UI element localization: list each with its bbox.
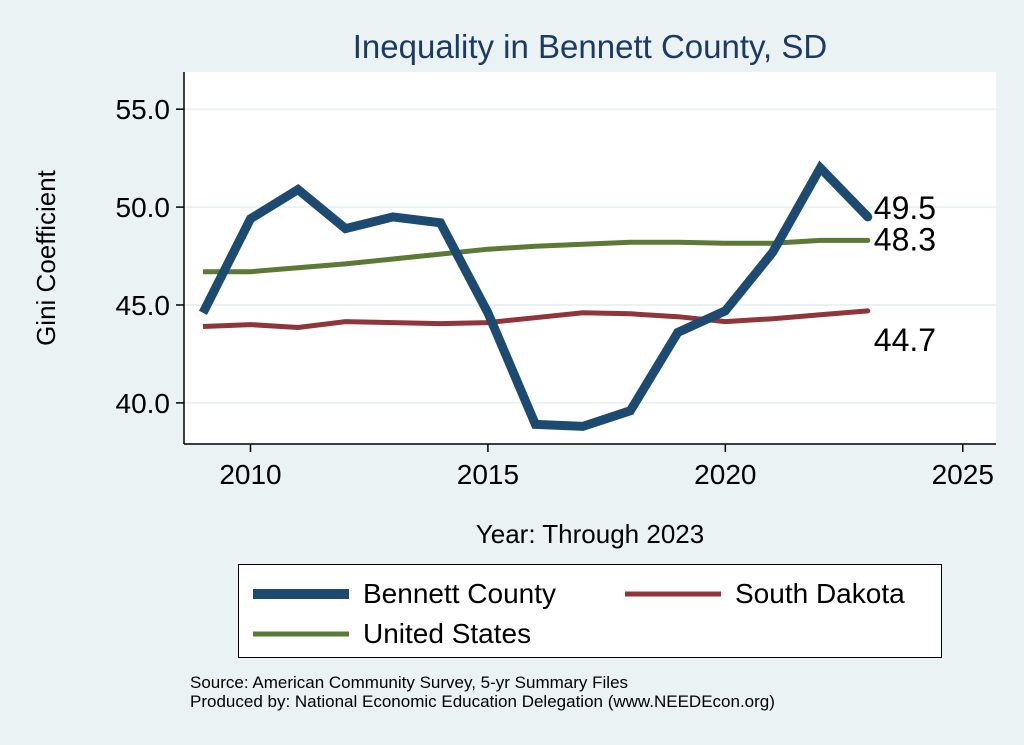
legend-swatch-bennett-county [253,589,349,599]
end-label-united-states: 48.3 [874,221,936,257]
axes: 40.0 45.0 50.0 55.0 2010 2015 2020 2025 [116,72,996,490]
x-tick-label: 2020 [694,459,756,490]
end-labels: 48.3 44.7 49.5 [874,190,936,358]
y-tick-label: 40.0 [116,388,171,419]
y-tick-label: 50.0 [116,192,171,223]
end-label-south-dakota: 44.7 [874,322,936,358]
legend-swatch-south-dakota [625,591,721,597]
series-line-united-states [203,237,868,275]
x-axis-label: Year: Through 2023 [476,519,704,549]
end-label-bennett-county: 49.5 [874,190,936,226]
y-tick-label: 55.0 [116,94,171,125]
y-axis-label: Gini Coefficient [31,169,61,346]
legend-label-south-dakota: South Dakota [735,578,905,609]
legend-item-south-dakota: South Dakota [625,577,935,611]
legend-item-united-states: United States [253,617,593,651]
x-tick-label: 2010 [219,459,281,490]
plot-background [184,72,996,444]
legend-label-united-states: United States [363,618,532,649]
series-endpoint-south-dakota [865,308,871,314]
source-notes: Source: American Community Survey, 5-yr … [190,673,775,711]
series-endpoint-united-states [865,237,871,243]
series-endpoint-bennett-county [863,212,873,222]
legend-label-bennett-county: Bennett County [363,578,557,609]
legend: Bennett County South Dakota United State… [238,564,942,658]
produced-by-text: Produced by: National Economic Education… [190,692,775,711]
y-tick-label: 45.0 [116,290,171,321]
chart-title: Inequality in Bennett County, SD [353,28,828,65]
x-tick-label: 2015 [457,459,519,490]
series-line-south-dakota [202,308,869,331]
plot-area [184,72,996,444]
source-text: Source: American Community Survey, 5-yr … [190,673,629,692]
series-line-bennett-county [198,160,872,431]
series-lines [198,160,873,431]
legend-swatch-united-states [253,631,349,637]
x-tick-label: 2025 [932,459,994,490]
chart-canvas: 40.0 45.0 50.0 55.0 2010 2015 2020 2025 48.3 44.… [31,28,996,549]
legend-item-bennett-county: Bennett County [253,577,593,611]
